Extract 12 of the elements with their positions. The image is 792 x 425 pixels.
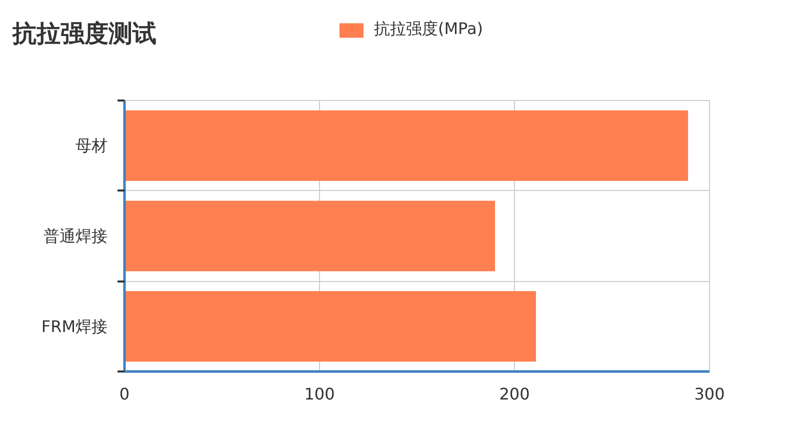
chart-title: 抗拉强度测试 [12, 20, 156, 48]
x-tick-label: 0 [119, 384, 130, 404]
x-tick-label: 100 [304, 384, 335, 404]
y-tick-label: FRM焊接 [41, 316, 108, 336]
y-tick-label: 普通焊接 [44, 226, 108, 246]
bar [124, 110, 688, 181]
bar [124, 200, 495, 272]
x-tick-label: 300 [694, 384, 725, 404]
y-tick-label: 母材 [76, 136, 108, 156]
x-tick-label: 200 [499, 384, 530, 404]
bar [124, 291, 536, 362]
legend-label: 抗拉强度(MPa) [374, 19, 484, 40]
